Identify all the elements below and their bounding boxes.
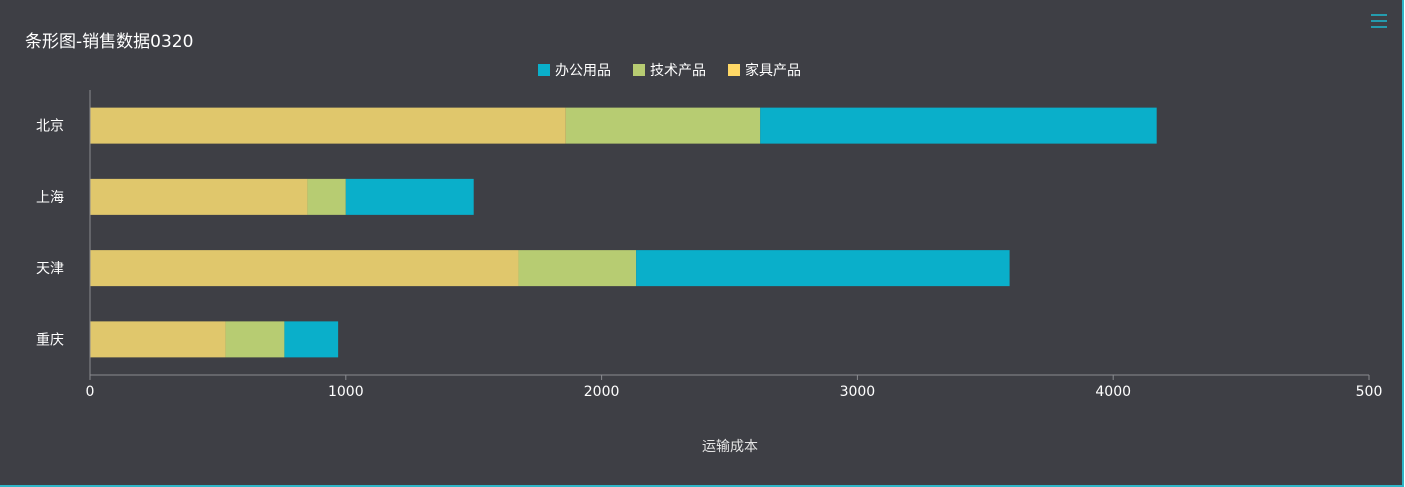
legend-swatch-office [538, 64, 550, 76]
legend-item-office[interactable]: 办公用品 [538, 60, 611, 80]
legend-label-furniture: 家具产品 [745, 63, 801, 79]
legend-swatch-tech [633, 64, 645, 76]
y-tick-label: 重庆 [36, 332, 64, 348]
bar-0-0[interactable] [90, 107, 566, 144]
bar-3-2[interactable] [284, 321, 339, 358]
x-tick-label: 500 [1356, 384, 1383, 400]
x-axis-label: 运输成本 [702, 439, 758, 455]
legend-label-office: 办公用品 [555, 63, 611, 79]
chart-legend: 办公用品 技术产品 家具产品 [538, 60, 801, 80]
bar-1-2[interactable] [345, 178, 474, 215]
legend-item-furniture[interactable]: 家具产品 [728, 60, 801, 80]
bar-3-0[interactable] [90, 321, 226, 358]
bar-3-1[interactable] [225, 321, 285, 358]
x-tick-label: 4000 [1095, 384, 1131, 400]
x-tick-label: 1000 [328, 384, 364, 400]
bar-1-0[interactable] [90, 178, 308, 215]
y-tick-label: 北京 [36, 119, 64, 135]
x-tick-label: 2000 [584, 384, 620, 400]
bar-2-1[interactable] [518, 250, 637, 287]
y-tick-label: 上海 [36, 190, 64, 206]
hamburger-menu-icon[interactable] [1370, 12, 1388, 30]
y-tick-label: 天津 [36, 261, 64, 277]
x-tick-label: 3000 [840, 384, 876, 400]
bar-2-0[interactable] [90, 250, 519, 287]
bar-1-1[interactable] [307, 178, 346, 215]
bar-0-1[interactable] [565, 107, 761, 144]
legend-swatch-furniture [728, 64, 740, 76]
legend-item-tech[interactable]: 技术产品 [633, 60, 706, 80]
chart-title: 条形图-销售数据0320 [25, 32, 194, 52]
x-tick-label: 0 [86, 384, 95, 400]
legend-label-tech: 技术产品 [650, 63, 706, 79]
bar-2-2[interactable] [636, 250, 1010, 287]
bar-0-2[interactable] [760, 107, 1157, 144]
